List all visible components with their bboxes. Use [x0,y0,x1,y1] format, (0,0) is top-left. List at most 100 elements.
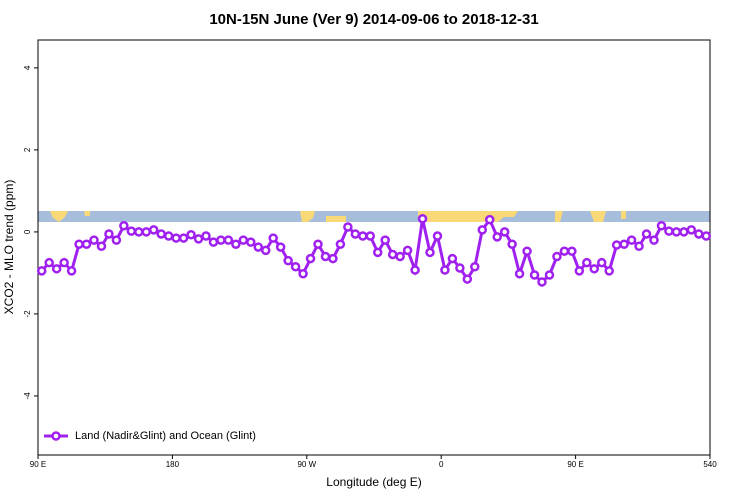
data-point [402,245,413,256]
data-point [619,239,629,249]
data-point [134,227,144,237]
data-point [231,239,241,249]
x-tick-label: 180 [166,460,180,469]
data-point [104,229,114,239]
legend-label: Land (Nadir&Glint) and Ocean (Glint) [75,430,256,442]
data-point [335,239,346,249]
data-point [156,229,166,239]
data-point [694,229,704,239]
x-axis-label: Longitude (deg E) [326,475,421,489]
data-point [59,257,69,268]
data-point [313,239,323,249]
data-point [238,235,249,245]
data-point [544,270,555,280]
data-point [425,247,435,258]
data-point [604,266,614,276]
chart-title: 10N-15N June (Ver 9) 2014-09-06 to 2018-… [209,11,538,28]
data-point [395,251,405,262]
data-point [305,253,316,264]
data-point [514,268,525,279]
data-point [365,231,376,241]
data-point [671,227,682,237]
data-point [484,214,495,225]
data-point [208,237,219,247]
data-point [589,264,600,274]
data-point [410,265,420,275]
y-tick-label: -4 [23,392,32,400]
land-ocean-strip [38,211,710,222]
data-point [380,235,390,245]
data-point [350,229,361,239]
data-point [216,235,226,245]
data-point [81,239,92,249]
data-point [66,266,77,276]
data-point [582,257,592,268]
data-point [537,277,547,287]
data-point [111,235,122,245]
y-tick-label: 0 [23,229,32,234]
data-point [51,264,62,274]
data-point [664,226,674,236]
data-point [529,270,540,280]
data-point [387,249,398,260]
data-point [626,235,637,245]
y-tick-label: 4 [23,65,32,70]
data-point [283,255,293,266]
data-point [193,234,204,244]
data-point [440,265,450,275]
data-point [507,239,517,249]
data-point [686,225,697,235]
data-point [470,262,480,272]
data-point [679,227,689,237]
x-tick-label: 90 E [30,460,46,469]
data-point [649,235,659,245]
data-point [141,227,152,237]
data-point [44,257,54,268]
data-point [275,242,286,252]
data-point [634,241,644,252]
data-point [462,274,473,284]
x-tick-label: 540 [703,460,717,469]
data-point [656,221,667,231]
data-point [290,262,301,272]
data-point [358,231,368,241]
data-point [522,246,532,256]
data-point [186,230,196,240]
data-point [36,266,47,276]
data-point [432,231,443,241]
data-point [89,235,99,245]
data-point [372,247,383,258]
data-point [96,241,107,252]
data-point [74,239,84,249]
data-point [477,225,488,235]
data-point [447,253,458,264]
data-point [499,227,510,237]
data-point [559,246,570,256]
data-point [126,226,137,236]
x-tick-label: 90 E [567,460,583,469]
data-point [417,214,428,224]
legend-marker [51,431,61,441]
x-tick-label: 90 W [297,460,316,469]
data-point [567,246,577,256]
data-point [343,222,353,232]
data-point [178,233,189,243]
data-point [246,237,256,247]
data-point [596,257,607,268]
data-point [328,253,338,264]
data-point [119,221,129,231]
data-point [260,245,271,256]
x-tick-label: 0 [439,460,444,469]
plot-frame [37,39,711,456]
data-point [701,231,712,241]
data-point [253,242,264,252]
data-point [223,235,234,245]
data-point [171,233,181,243]
data-point [641,229,652,239]
data-point [492,232,502,242]
y-tick-label: -2 [23,310,32,318]
y-axis-label: XCO2 - MLO trend (ppm) [2,180,16,315]
data-point [148,225,159,235]
y-tick-label: 2 [23,147,32,152]
